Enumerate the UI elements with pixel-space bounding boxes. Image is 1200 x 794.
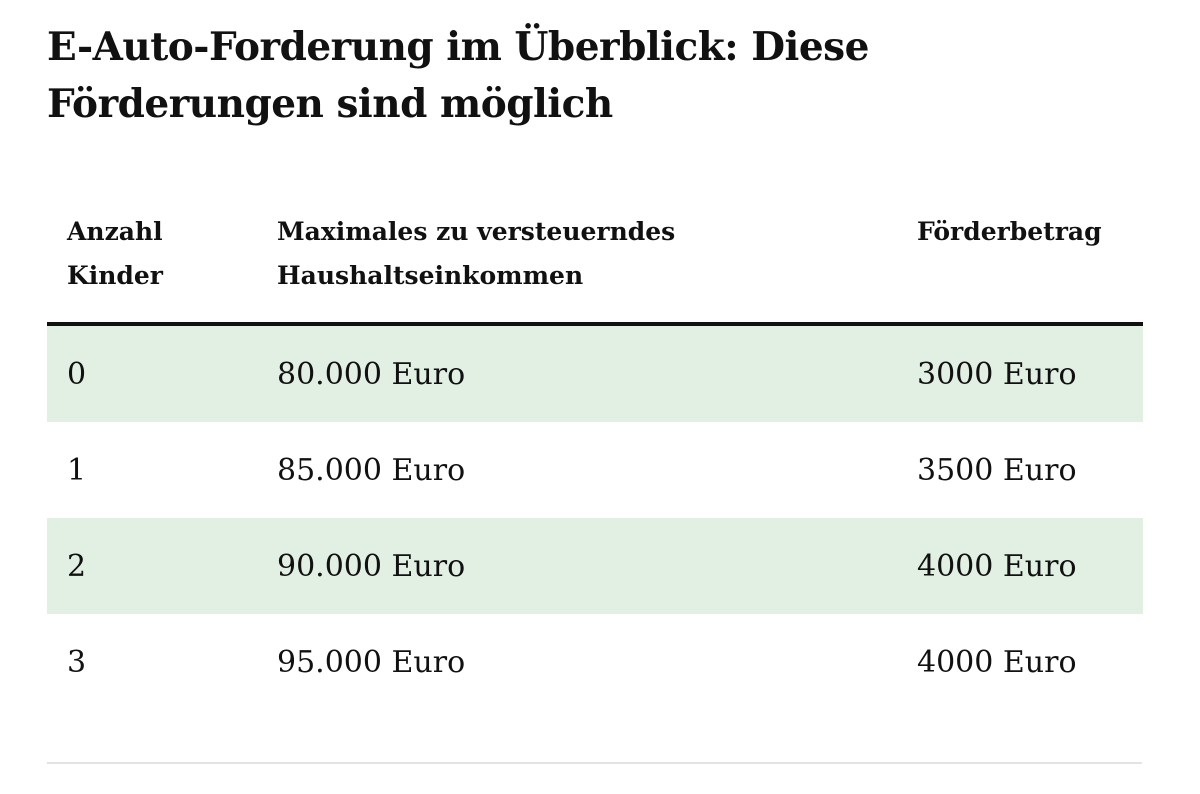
cell-einkommen: 80.000 Euro	[277, 356, 466, 392]
cell-anzahl-kinder: 0	[67, 356, 87, 392]
table-row: 3 95.000 Euro 4000 Euro	[47, 614, 1143, 710]
cell-foerderbetrag: 4000 Euro	[917, 644, 1077, 680]
column-header-foerderbetrag: Förderbetrag	[917, 217, 1102, 246]
cell-anzahl-kinder: 3	[67, 644, 87, 680]
cell-einkommen: 90.000 Euro	[277, 548, 466, 584]
funding-table: Anzahl Kinder Maximales zu versteuerndes…	[47, 210, 1143, 710]
table-row: 0 80.000 Euro 3000 Euro	[47, 326, 1143, 422]
cell-foerderbetrag: 4000 Euro	[917, 548, 1077, 584]
page-title: E-Auto-Forderung im Überblick: Diese För…	[47, 24, 869, 127]
column-header-haushaltseinkommen: Maximales zu versteuerndes Haushaltseink…	[277, 217, 676, 290]
cell-foerderbetrag: 3500 Euro	[917, 452, 1077, 488]
cell-einkommen: 85.000 Euro	[277, 452, 466, 488]
table-header-row: Anzahl Kinder Maximales zu versteuerndes…	[47, 210, 1143, 326]
cell-anzahl-kinder: 2	[67, 548, 87, 584]
table-row: 2 90.000 Euro 4000 Euro	[47, 518, 1143, 614]
cell-anzahl-kinder: 1	[67, 452, 87, 488]
column-header-anzahl-kinder: Anzahl Kinder	[67, 217, 163, 290]
section-divider	[47, 762, 1142, 764]
article-section: E-Auto-Forderung im Überblick: Diese För…	[0, 19, 1200, 764]
cell-einkommen: 95.000 Euro	[277, 644, 466, 680]
table-row: 1 85.000 Euro 3500 Euro	[47, 422, 1143, 518]
cell-foerderbetrag: 3000 Euro	[917, 356, 1077, 392]
